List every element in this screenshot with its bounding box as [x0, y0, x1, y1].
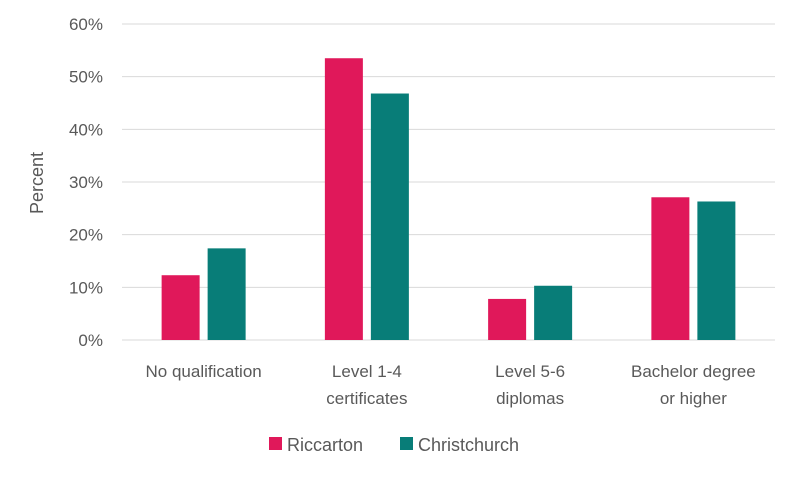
y-tick-label: 0% [78, 331, 103, 350]
bar-riccarton-1 [324, 58, 363, 340]
x-axis-categories: No qualification Level 1-4 certificatesLev… [146, 362, 756, 408]
legend-swatch-riccarton [269, 437, 282, 450]
x-category-label: Level 5-6 diplomas [495, 362, 565, 408]
legend: Riccarton Christchurch [269, 435, 519, 455]
bar-christchurch-2 [534, 285, 573, 340]
bar-riccarton-0 [161, 275, 200, 340]
bar-christchurch-0 [207, 248, 246, 340]
y-tick-label: 10% [69, 278, 103, 297]
x-category-label: No qualification [146, 362, 262, 381]
x-category-label-line: or higher [660, 389, 727, 408]
legend-swatch-christchurch [400, 437, 413, 450]
x-category-label-line: Level 1-4 [332, 362, 402, 381]
x-category-label: Level 1-4 certificates [326, 362, 407, 408]
legend-label-riccarton: Riccarton [287, 435, 363, 455]
x-category-label-line: Level 5-6 [495, 362, 565, 381]
bars [161, 58, 736, 341]
y-axis-label: Percent [27, 152, 47, 214]
x-category-label-line: Bachelor degree [631, 362, 756, 381]
y-tick-label: 40% [69, 120, 103, 139]
y-tick-label: 50% [69, 68, 103, 87]
y-tick-label: 60% [69, 15, 103, 34]
x-category-label-line: diplomas [496, 389, 564, 408]
bar-riccarton-2 [488, 298, 527, 340]
x-category-label-line: certificates [326, 389, 407, 408]
bar-riccarton-3 [651, 197, 690, 340]
bar-christchurch-1 [370, 93, 409, 341]
y-tick-label: 30% [69, 173, 103, 192]
x-category-label: Bachelor degree or higher [631, 362, 756, 408]
x-category-label-line: No qualification [146, 362, 262, 381]
legend-label-christchurch: Christchurch [418, 435, 519, 455]
y-axis-ticks: 0% 10% 20% 30% 40% 50% 60% [69, 15, 103, 350]
y-tick-label: 20% [69, 226, 103, 245]
bar-christchurch-3 [697, 201, 736, 340]
